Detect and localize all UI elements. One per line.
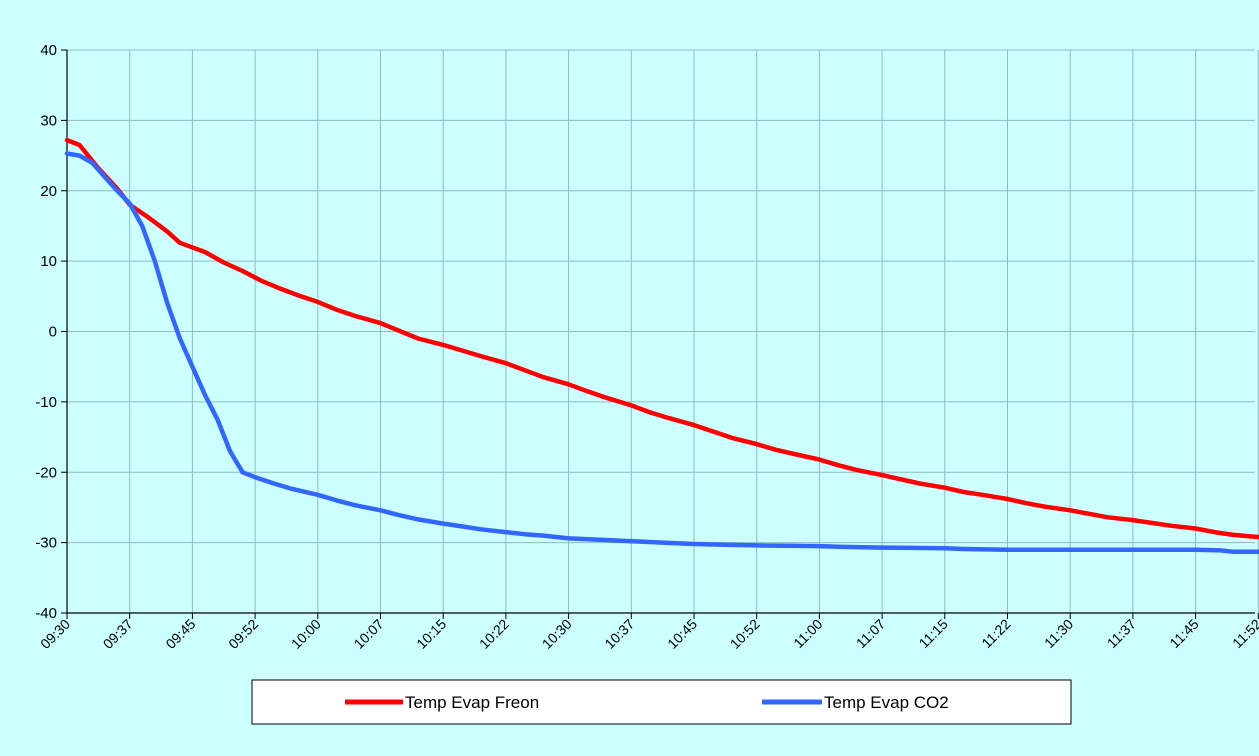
- y-tick-labels: -40 -30 -20 -10 0 10 20 30 40: [35, 42, 57, 622]
- y-tick-label: 40: [40, 42, 57, 59]
- x-tick-label: 10:52: [727, 616, 763, 652]
- x-tick-label: 10:15: [413, 616, 449, 652]
- x-tick-label: 10:07: [351, 616, 387, 652]
- y-tick-label: -20: [35, 464, 57, 481]
- legend-label-freon: Temp Evap Freon: [405, 693, 539, 712]
- x-tick-label: 10:00: [288, 616, 324, 652]
- x-tick-label: 09:37: [100, 616, 136, 652]
- y-tick-label: 10: [40, 253, 57, 270]
- x-tick-label: 09:52: [225, 616, 261, 652]
- x-tick-label: 11:15: [916, 616, 952, 652]
- x-tick-label: 11:45: [1166, 616, 1202, 652]
- y-tick-label: 20: [40, 183, 57, 200]
- y-tick-label: -40: [35, 605, 57, 622]
- legend-label-co2: Temp Evap CO2: [824, 693, 949, 712]
- series-lines: [64, 137, 1259, 555]
- series-line-freon: [64, 137, 1259, 540]
- y-tick-label: 30: [40, 112, 57, 129]
- x-tick-label: 11:52: [1229, 616, 1259, 652]
- x-tick-label: 10:37: [601, 616, 637, 652]
- x-tick-label: 10:45: [664, 616, 700, 652]
- y-tick-label: -30: [35, 535, 57, 552]
- legend: Temp Evap Freon Temp Evap CO2: [251, 679, 1072, 725]
- x-tick-label: 11:00: [790, 616, 826, 652]
- series-line-co2: [64, 151, 1259, 555]
- x-tick-label: 11:07: [853, 616, 889, 652]
- x-tick-label: 10:30: [539, 616, 575, 652]
- y-tick-label: -10: [35, 394, 57, 411]
- grid-lines: [67, 49, 1259, 613]
- x-tick-label: 11:30: [1041, 616, 1077, 652]
- y-tick-label: 0: [49, 324, 57, 341]
- x-tick-label: 11:37: [1104, 616, 1140, 652]
- axes: [61, 49, 1259, 619]
- x-tick-label: 09:45: [162, 616, 198, 652]
- x-tick-label: 11:22: [978, 616, 1014, 652]
- x-tick-label: 10:22: [476, 616, 512, 652]
- x-tick-labels: 09:30 09:37 09:45 09:52 10:00 10:07 10:15 10:22…: [37, 616, 1259, 652]
